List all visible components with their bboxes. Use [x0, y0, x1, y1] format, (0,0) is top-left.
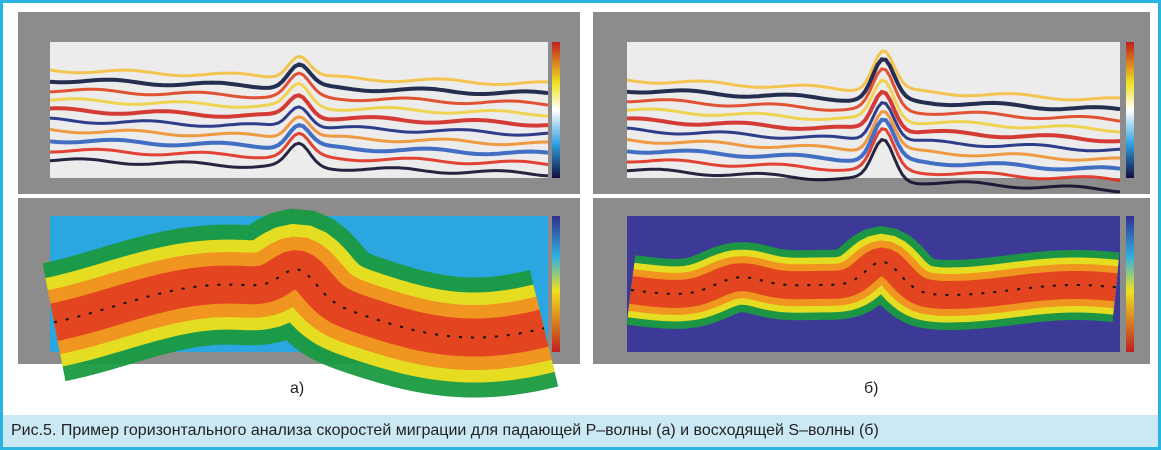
caption: Рис.5. Пример горизонтального анализа ск…: [3, 415, 1158, 447]
seismic-panels: [0, 0, 1161, 410]
color-scale: [552, 216, 560, 352]
figure: а) б) Рис.5. Пример горизонтального анал…: [0, 0, 1161, 450]
color-scale: [1126, 42, 1134, 178]
color-scale: [552, 42, 560, 178]
figure-label: а): [290, 380, 304, 398]
color-scale: [1126, 216, 1134, 352]
figure-label: б): [864, 380, 879, 398]
